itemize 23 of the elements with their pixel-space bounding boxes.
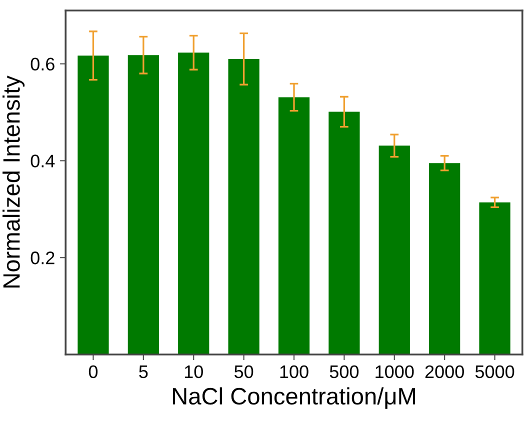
bar xyxy=(328,112,360,354)
bar xyxy=(128,55,159,354)
y-tick-label: 0.6 xyxy=(30,58,54,71)
bar xyxy=(78,56,109,354)
y-tick-label: 0.4 xyxy=(30,154,55,168)
y-tick-label: 0.2 xyxy=(30,252,54,264)
x-tick-label: 10 xyxy=(184,365,203,378)
x-tick-label: 5 xyxy=(139,366,148,378)
bar xyxy=(429,163,460,354)
x-tick-label: 100 xyxy=(280,365,308,378)
x-tick-label: 2000 xyxy=(425,365,464,378)
x-tick-label: 5000 xyxy=(475,365,514,378)
bar xyxy=(178,52,210,354)
x-tick-label: 1000 xyxy=(376,365,414,378)
y-axis-title: Normalized Intensity xyxy=(2,76,25,288)
x-tick-label: 500 xyxy=(330,365,359,378)
bar xyxy=(479,202,510,354)
bar xyxy=(378,146,410,354)
bar xyxy=(228,58,260,354)
x-tick-label: 0 xyxy=(88,365,98,378)
x-tick-label: 50 xyxy=(234,365,254,378)
x-axis-title: NaCl Concentration/μM xyxy=(173,387,416,409)
bar xyxy=(278,97,310,354)
